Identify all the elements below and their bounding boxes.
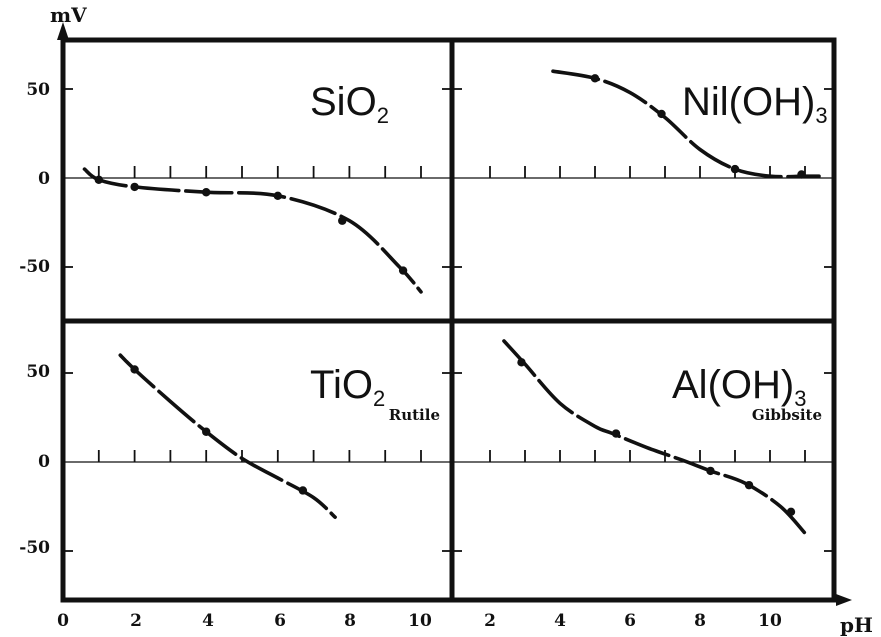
data-point-top-left-2 xyxy=(202,188,211,197)
data-point-bottom-right-2 xyxy=(706,466,715,476)
panel-title-nioh3-main: Nil(OH) xyxy=(682,80,815,124)
panel-subtitle-rutile: Rutile xyxy=(389,406,440,424)
y-tick-label-top-minus50: -50 xyxy=(19,257,50,277)
y-axis-arrow xyxy=(57,22,69,40)
panel-title-tio2-main: TiO xyxy=(310,363,373,407)
data-point-top-left-1 xyxy=(130,182,139,192)
panel-title-aloh3-main: Al(OH) xyxy=(672,363,794,407)
y-tick-label-bottom-minus50: -50 xyxy=(19,538,50,558)
chart-marks xyxy=(63,69,834,552)
panel-title-sio2-subscript: 2 xyxy=(377,103,389,128)
data-point-top-right-3 xyxy=(797,170,806,179)
y-tick-label-bottom-50: 50 xyxy=(26,362,50,382)
panel-title-tio2: TiO2 xyxy=(310,363,385,411)
data-point-bottom-left-2 xyxy=(298,486,308,495)
data-point-top-left-4 xyxy=(338,216,347,225)
x-tick-label-left-4: 4 xyxy=(202,611,214,631)
data-point-bottom-right-3 xyxy=(744,480,754,490)
panel-title-aloh3: Al(OH)3 xyxy=(672,363,806,411)
x-tick-label-left-0: 0 xyxy=(57,611,69,631)
data-point-bottom-right-1 xyxy=(611,429,621,438)
x-axis-arrow xyxy=(836,594,852,606)
y-tick-label-bottom-0: 0 xyxy=(38,452,50,472)
x-tick-label-left-2: 2 xyxy=(130,611,142,631)
y-tick-label-top-0: 0 xyxy=(38,169,50,189)
data-point-top-left-3 xyxy=(273,191,282,200)
data-point-top-left-5 xyxy=(398,266,408,275)
data-point-bottom-left-0 xyxy=(130,365,139,374)
x-tick-label-right-10: 10 xyxy=(758,611,782,631)
data-point-top-left-0 xyxy=(94,175,104,184)
data-point-top-right-0 xyxy=(590,74,600,83)
curve-bottom-right xyxy=(502,339,807,535)
x-tick-label-right-2: 2 xyxy=(484,611,496,631)
panel-title-nioh3-subscript: 3 xyxy=(815,103,827,128)
data-point-top-right-2 xyxy=(730,164,740,174)
x-tick-label-right-6: 6 xyxy=(624,611,636,631)
data-point-bottom-right-0 xyxy=(517,358,526,367)
panel-title-tio2-subscript: 2 xyxy=(373,386,385,411)
curve-top-left xyxy=(82,167,423,294)
y-tick-label-top-50: 50 xyxy=(26,80,50,100)
panel-title-sio2: SiO2 xyxy=(310,80,389,128)
panel-title-sio2-main: SiO xyxy=(310,80,377,124)
data-point-bottom-left-1 xyxy=(202,427,211,436)
panel-subtitle-gibbsite: Gibbsite xyxy=(752,406,822,424)
data-point-bottom-right-4 xyxy=(786,507,796,517)
y-axis-title: mV xyxy=(50,3,87,27)
x-axis-title: pH xyxy=(840,613,873,637)
data-point-top-right-1 xyxy=(657,109,666,119)
x-tick-label-left-8: 8 xyxy=(344,611,356,631)
x-tick-label-right-8: 8 xyxy=(694,611,706,631)
x-tick-label-left-10: 10 xyxy=(408,611,432,631)
panel-title-aloh3-subscript: 3 xyxy=(794,386,806,411)
curve-top-right xyxy=(551,69,821,179)
x-tick-label-right-4: 4 xyxy=(554,611,566,631)
panel-title-nioh3: Nil(OH)3 xyxy=(682,80,828,128)
x-tick-label-left-6: 6 xyxy=(274,611,286,631)
